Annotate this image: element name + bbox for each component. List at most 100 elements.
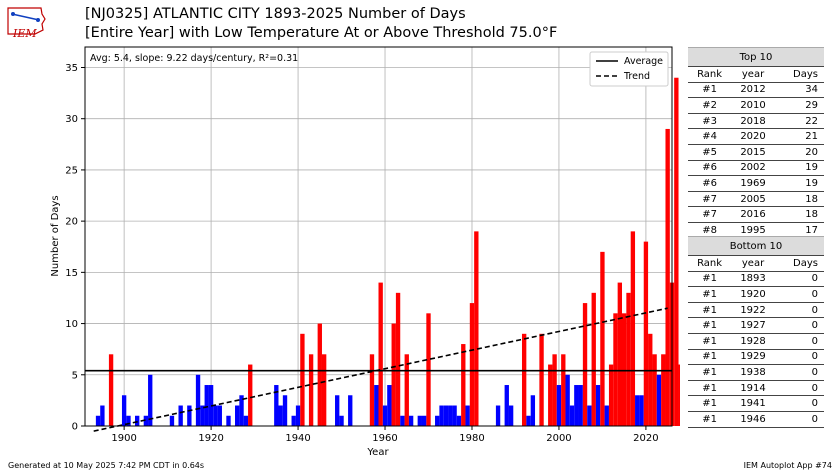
bar-2000 (556, 385, 562, 426)
bottom10-row: #1 1922 0 (688, 302, 824, 319)
bar-1958 (374, 385, 379, 426)
bottom10-cell: 1946 (731, 411, 775, 428)
bar-1964 (400, 415, 405, 426)
bottom10-cell: #1 (688, 349, 732, 366)
top10-cell: 2010 (731, 97, 775, 114)
bar-1943 (308, 354, 314, 426)
bar-1950 (339, 415, 344, 426)
bar-1935 (274, 385, 279, 426)
bar-1922 (217, 405, 222, 426)
bar-2002 (565, 374, 570, 426)
top10-header-year: year (731, 66, 775, 83)
bar-1962 (391, 323, 396, 426)
bar-2005 (578, 385, 583, 426)
top10-row: #6 2002 19 (688, 160, 824, 177)
top10-cell: 20 (774, 144, 824, 161)
top10-cell: 18 (774, 206, 824, 223)
top10-row: #3 2018 22 (688, 113, 824, 130)
bar-1972 (435, 415, 440, 426)
grid-lines (85, 47, 672, 427)
bottom10-row: #1 1941 0 (688, 395, 824, 412)
bar-1960 (382, 405, 388, 426)
bar-1965 (404, 354, 409, 426)
top10-cell: 2002 (731, 160, 775, 177)
x-tick-label: 1980 (459, 433, 484, 444)
bar-1959 (378, 282, 383, 426)
bar-1917 (195, 374, 201, 426)
bottom10-cell: 1914 (731, 380, 775, 397)
bottom10-row: #1 1938 0 (688, 364, 824, 381)
bar-1895 (100, 405, 105, 426)
bar-1998 (548, 364, 553, 426)
bar-2024 (661, 354, 666, 426)
top10-cell: 19 (774, 175, 824, 192)
top10-cell: 2018 (731, 113, 775, 130)
y-tick-label: 10 (65, 319, 78, 330)
bar-2009 (595, 385, 601, 426)
bar-2007 (587, 405, 592, 426)
legend: Average Trend (589, 51, 669, 87)
bottom10-cell: 0 (774, 271, 824, 288)
top10-cell: 2016 (731, 206, 775, 223)
stats-annotation: Avg: 5.4, slope: 9.22 days/century, R²=0… (90, 53, 298, 64)
bottom10-cell: #1 (688, 411, 732, 428)
bar-2006 (582, 303, 588, 426)
bottom10-cell: 1927 (731, 317, 775, 334)
bar-chart: 1900 1920 1940 1960 1980 2000 2020 0 5 10 15 20 25 30… (50, 46, 680, 458)
bar-1981 (474, 231, 479, 426)
top10-cell: 21 (774, 128, 824, 145)
y-axis-label: Number of Days (50, 195, 61, 276)
bar-1911 (169, 415, 175, 426)
bar-1961 (387, 385, 392, 426)
bottom10-table: Bottom 10 Rank year Days #1 1893 0 #1 1920 0 #1 1… (688, 236, 824, 428)
bottom10-cell: #1 (688, 395, 732, 412)
bottom10-cell: 0 (774, 349, 824, 366)
bar-1963 (395, 292, 401, 426)
bottom10-row: #1 1946 0 (688, 411, 824, 428)
reference-lines (85, 307, 672, 432)
y-tick-label: 5 (72, 370, 78, 381)
bar-1969 (421, 415, 427, 426)
bottom10-row: #1 1927 0 (688, 317, 824, 334)
bar-1993 (526, 415, 531, 426)
bottom10-title: Bottom 10 (688, 236, 824, 256)
bottom10-cell: #1 (688, 364, 732, 381)
bar-1900 (121, 395, 127, 426)
x-axis-label: Year (366, 447, 389, 458)
bar-2010 (600, 251, 605, 426)
y-tick-label: 25 (65, 165, 78, 176)
top10-cell: 2015 (731, 144, 775, 161)
top10-row: #2 2010 29 (688, 97, 824, 114)
bottom10-cell: 1922 (731, 302, 775, 319)
bar-1988 (504, 385, 509, 426)
bar-1903 (135, 415, 140, 426)
bottom10-cell: 1928 (731, 333, 775, 350)
bar-1996 (539, 333, 544, 426)
top10-header-rank: Rank (688, 66, 732, 83)
top10-title: Top 10 (688, 47, 824, 67)
bar-1994 (530, 395, 536, 426)
top10-row: #7 2016 18 (688, 206, 824, 223)
app-note: IEM Autoplot App #74 (743, 461, 832, 470)
bar-1921 (213, 405, 218, 426)
bar-2003 (569, 405, 575, 426)
top10-cell: 22 (774, 113, 824, 130)
bar-2019 (639, 395, 644, 426)
trend-line (93, 307, 668, 432)
bar-1989 (508, 405, 514, 426)
bar-1968 (417, 415, 422, 426)
x-tick-label: 2020 (633, 433, 658, 444)
top10-cell: 29 (774, 97, 824, 114)
bar-2012 (608, 364, 614, 426)
chart-title: [NJ0325] ATLANTIC CITY 1893-2025 Number … (85, 6, 466, 22)
bar-1945 (317, 323, 322, 426)
x-tick-label: 1920 (198, 433, 223, 444)
top10-cell: 18 (774, 191, 824, 208)
bar-1924 (226, 415, 231, 426)
bottom10-cell: 1893 (731, 271, 775, 288)
bars (95, 77, 680, 426)
bar-1915 (187, 405, 192, 426)
bar-1927 (239, 395, 244, 426)
y-tick-label: 30 (65, 114, 78, 125)
bottom10-cell: #1 (688, 286, 732, 303)
